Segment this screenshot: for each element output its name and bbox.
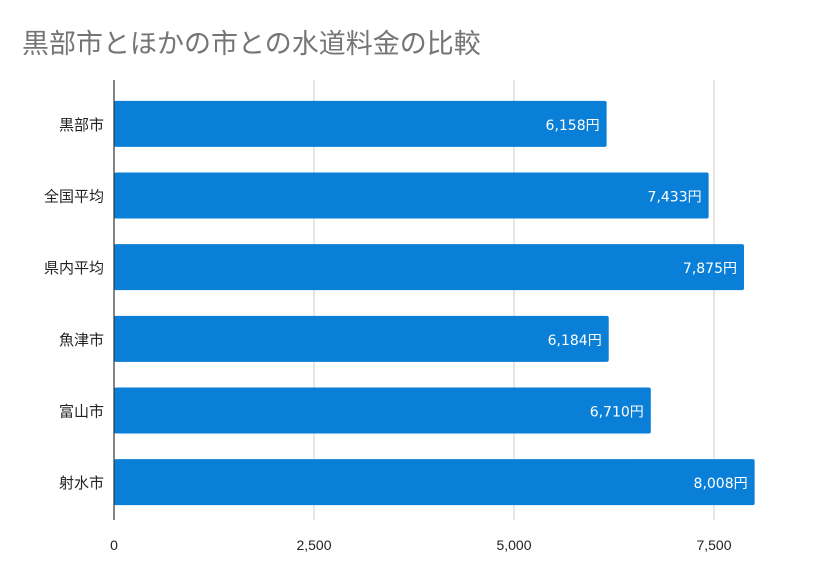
chart-title: 黒部市とほかの市との水道料金の比較 [22,29,481,60]
category-label-3: 魚津市 [59,331,104,349]
bar-2 [114,244,744,291]
data-label-5: 8,008円 [694,476,748,492]
data-label-3: 6,184円 [548,333,602,349]
x-tick-label-2: 5,000 [496,537,531,553]
x-tick-label-3: 7,500 [696,537,731,553]
bar-5 [114,459,755,506]
x-tick-label-1: 2,500 [296,537,331,553]
bar-1 [114,172,709,219]
data-label-2: 7,875円 [683,261,737,277]
data-label-4: 6,710円 [590,405,644,421]
category-label-1: 全国平均 [44,188,104,206]
category-label-4: 富山市 [59,403,104,421]
category-label-2: 県内平均 [44,259,104,277]
bar-4 [114,387,651,434]
data-label-1: 7,433円 [648,190,702,206]
data-label-0: 6,158円 [546,118,600,134]
x-tick-label-0: 0 [110,537,118,553]
bar-0 [114,100,607,147]
category-label-5: 射水市 [59,474,104,492]
bar-3 [114,315,609,362]
category-label-0: 黒部市 [59,116,104,134]
